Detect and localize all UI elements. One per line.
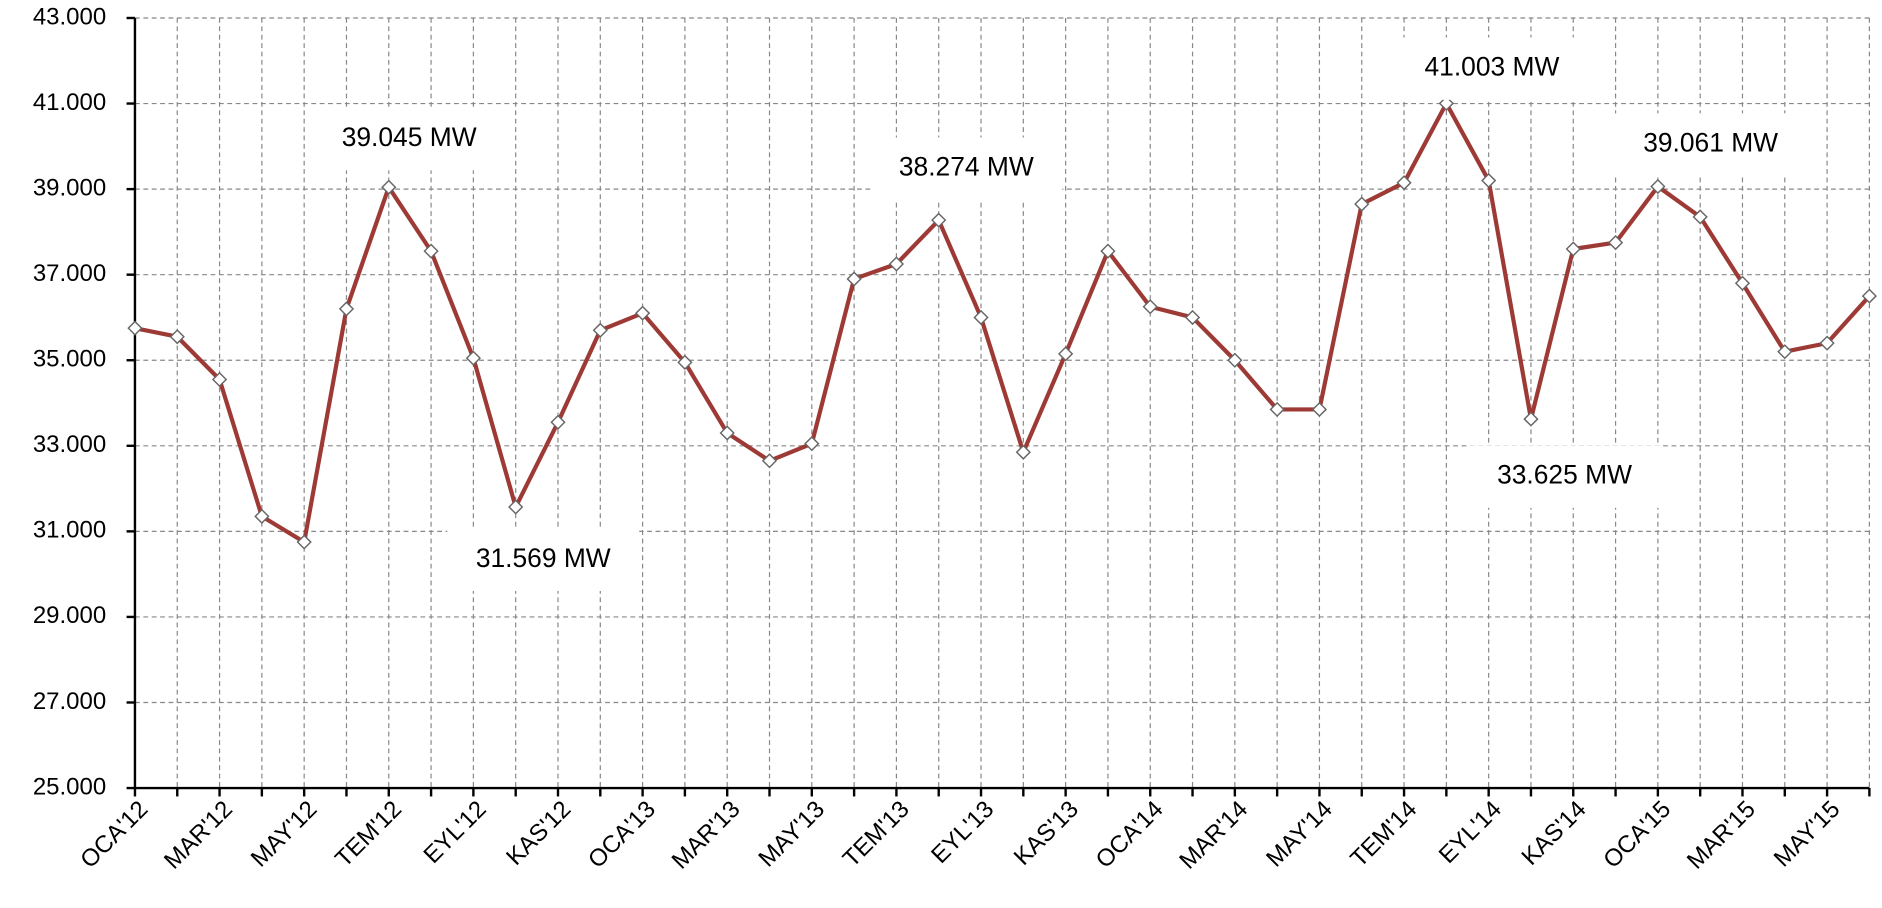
x-tick-label: MAR'13	[667, 796, 746, 875]
x-tick-label: TEM'14	[1345, 796, 1422, 873]
data-marker	[634, 305, 651, 321]
data-marker	[1692, 209, 1708, 225]
data-marker	[1015, 444, 1031, 460]
data-marker	[254, 508, 270, 525]
data-label: 31.569 MW	[476, 543, 611, 573]
x-tick-label: TEM'12	[330, 796, 407, 873]
data-marker	[1523, 411, 1539, 427]
data-marker	[1269, 401, 1285, 418]
data-marker	[211, 371, 228, 388]
x-tick-label: OCA'13	[583, 796, 661, 874]
data-marker	[1227, 352, 1243, 368]
data-marker	[1100, 243, 1116, 259]
annotation-box	[1395, 37, 1588, 100]
data-marker	[296, 534, 312, 550]
data-marker	[1734, 275, 1751, 291]
data-marker	[1777, 344, 1793, 360]
annotation-box	[1468, 445, 1661, 508]
y-tick-label: 43.000	[33, 3, 106, 30]
data-marker	[761, 453, 778, 469]
x-tick-label: EYL'13	[926, 796, 999, 869]
data-label: 33.625 MW	[1497, 460, 1632, 490]
data-marker	[677, 354, 693, 370]
x-tick-label: MAY'12	[246, 796, 323, 873]
data-marker	[1819, 335, 1835, 351]
data-marker	[888, 256, 905, 272]
x-tick-label: MAR'14	[1174, 796, 1253, 875]
data-marker	[1607, 234, 1624, 251]
annotation-box	[1614, 113, 1807, 176]
data-marker	[719, 425, 735, 441]
x-tick-label: MAR'15	[1682, 796, 1761, 875]
y-tick-label: 27.000	[33, 688, 106, 715]
data-marker	[973, 309, 989, 326]
y-tick-label: 37.000	[33, 260, 106, 287]
data-marker	[423, 243, 439, 259]
data-marker	[550, 414, 566, 430]
y-tick-label: 33.000	[33, 431, 106, 458]
data-marker	[1184, 309, 1201, 326]
data-marker	[338, 301, 355, 317]
axes: OCA'12 MAR'12 MAY'12 TEM'12 EYL'12 KAS'12 OCA'…	[33, 3, 1871, 875]
y-tick-label: 25.000	[33, 773, 106, 800]
x-tick-label: KAS'14	[1516, 796, 1591, 871]
data-marker	[508, 499, 524, 515]
x-tick-label: MAR'12	[159, 796, 238, 875]
annotation-box	[313, 108, 506, 171]
data-marker	[592, 322, 608, 338]
y-tick-label: 31.000	[33, 517, 106, 544]
annotation-box	[870, 137, 1063, 200]
data-marker	[1311, 401, 1328, 418]
x-tick-label: TEM'13	[838, 796, 915, 873]
data-marker	[1438, 95, 1454, 112]
data-marker	[804, 436, 820, 452]
data-marker	[465, 350, 481, 366]
data-marker	[846, 271, 862, 287]
data-marker	[1650, 178, 1666, 195]
x-tick-label: KAS'12	[501, 796, 576, 871]
data-label: 39.045 MW	[342, 122, 477, 152]
x-tick-label: EYL'14	[1434, 796, 1507, 869]
y-tick-label: 29.000	[33, 602, 106, 629]
data-marker	[381, 179, 397, 195]
annotation-box	[447, 528, 640, 591]
data-label: 38.274 MW	[899, 152, 1034, 182]
data-marker	[1396, 175, 1412, 191]
y-tick-label: 35.000	[33, 346, 106, 373]
data-marker	[1142, 299, 1158, 315]
data-marker	[1565, 241, 1581, 257]
x-tick-label: OCA'15	[1598, 796, 1676, 874]
x-tick-label: KAS'13	[1009, 796, 1084, 871]
data-marker	[169, 329, 185, 345]
x-tick-label: MAY'13	[753, 796, 830, 873]
data-marker	[127, 320, 143, 336]
data-marker	[1058, 346, 1074, 362]
x-tick-label: OCA'12	[75, 796, 153, 874]
data-label: 41.003 MW	[1425, 52, 1560, 82]
data-marker	[1354, 196, 1370, 212]
data-label: 39.061 MW	[1643, 127, 1778, 157]
x-tick-label: MAY'14	[1261, 796, 1338, 873]
y-tick-label: 39.000	[33, 174, 106, 201]
plot: 39.045 MW 31.569 MW 38.274 MW 41.003 MW 33.6…	[127, 37, 1878, 591]
x-tick-label: MAY'15	[1769, 796, 1846, 873]
y-tick-label: 41.000	[33, 89, 106, 116]
x-tick-label: EYL'12	[418, 796, 491, 869]
x-tick-label: OCA'14	[1091, 796, 1169, 874]
data-line	[134, 101, 1871, 545]
data-marker	[931, 212, 947, 228]
data-marker	[1861, 288, 1878, 304]
data-marker	[1481, 172, 1497, 189]
